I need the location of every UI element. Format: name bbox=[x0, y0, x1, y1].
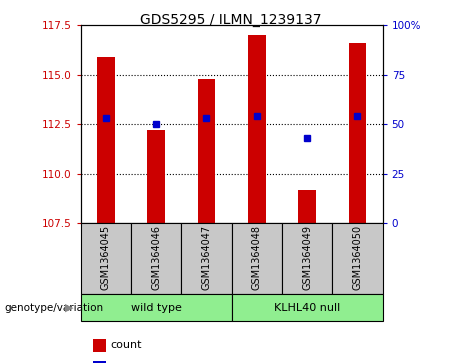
Text: wild type: wild type bbox=[131, 303, 182, 313]
Bar bbox=[198, 79, 215, 223]
Text: GSM1364049: GSM1364049 bbox=[302, 225, 312, 290]
Bar bbox=[93, 339, 106, 352]
Text: GDS5295 / ILMN_1239137: GDS5295 / ILMN_1239137 bbox=[140, 13, 321, 27]
Bar bbox=[148, 130, 165, 223]
Text: ▶: ▶ bbox=[65, 303, 73, 313]
Bar bbox=[93, 362, 106, 363]
Text: GSM1364048: GSM1364048 bbox=[252, 225, 262, 290]
Text: count: count bbox=[111, 340, 142, 350]
Text: GSM1364045: GSM1364045 bbox=[101, 225, 111, 290]
Bar bbox=[248, 35, 266, 223]
Bar bbox=[131, 223, 181, 294]
Bar bbox=[181, 223, 231, 294]
Bar bbox=[81, 223, 131, 294]
Bar bbox=[332, 223, 383, 294]
Bar bbox=[298, 189, 316, 223]
Text: GSM1364047: GSM1364047 bbox=[201, 225, 212, 290]
Bar bbox=[97, 57, 115, 223]
Text: genotype/variation: genotype/variation bbox=[5, 303, 104, 313]
Bar bbox=[349, 43, 366, 223]
Bar bbox=[231, 223, 282, 294]
Text: GSM1364046: GSM1364046 bbox=[151, 225, 161, 290]
Text: KLHL40 null: KLHL40 null bbox=[274, 303, 340, 313]
Bar bbox=[282, 223, 332, 294]
Bar bbox=[81, 294, 231, 321]
Bar bbox=[231, 294, 383, 321]
Text: GSM1364050: GSM1364050 bbox=[353, 225, 362, 290]
